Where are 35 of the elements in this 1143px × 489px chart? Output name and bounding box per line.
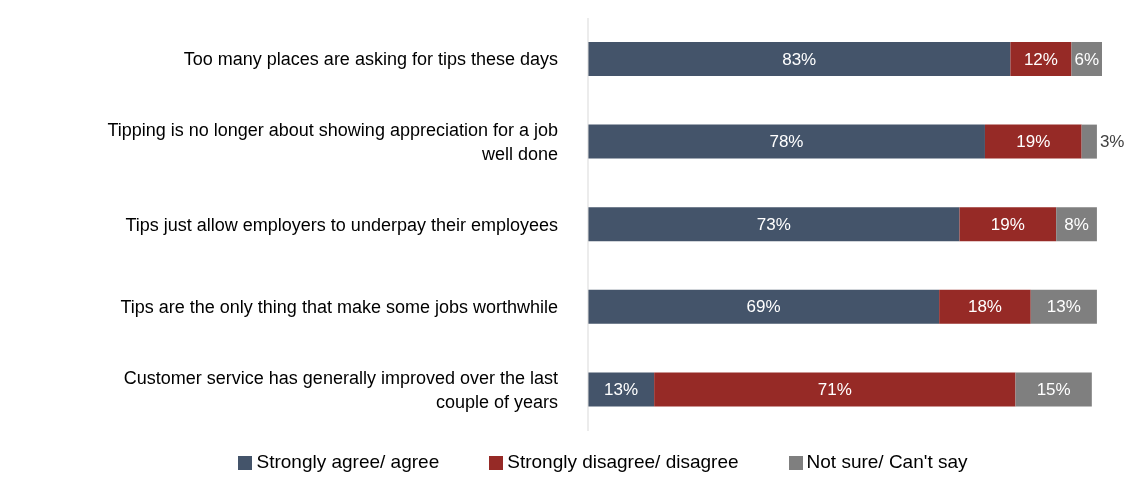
bar (984, 124, 1082, 159)
data-label: 73% (756, 214, 791, 234)
y-tick-label: Tipping is no longer about showing appreciation for a job well done (107, 119, 558, 164)
y-tick-label: Tips just allow employers to underpay their employees (125, 214, 558, 235)
bar (588, 289, 940, 324)
bar (1015, 372, 1092, 407)
y-tick-label: Tips are the only thing that make some jobs worthwhile (120, 297, 558, 318)
bar (588, 42, 1011, 76)
data-label: 19% (990, 214, 1025, 234)
y-tick-label: Too many places are asking for tips these days (183, 49, 558, 70)
data-label: 19% (1016, 132, 1051, 152)
data-label: 13% (1046, 297, 1081, 317)
data-label: 13% (604, 379, 639, 399)
bar (1010, 42, 1072, 76)
data-label: 8% (1064, 214, 1089, 234)
bar (654, 372, 1016, 407)
legend-label: Strongly agree/ agree (256, 451, 440, 472)
bar (588, 124, 985, 159)
bar (959, 207, 1057, 242)
data-label: 18% (967, 297, 1002, 317)
legend-label: Not sure/ Can't say (806, 451, 968, 472)
bar (588, 207, 960, 242)
data-label: 83% (782, 49, 817, 69)
data-label: 71% (817, 379, 852, 399)
data-label: 69% (746, 297, 781, 317)
legend-label: Strongly disagree/ disagree (507, 451, 739, 472)
data-label: 78% (769, 132, 804, 152)
bar (939, 289, 1031, 324)
bar (1030, 289, 1097, 324)
y-tick-label: Customer service has generally improved over the last couple of years (123, 367, 558, 412)
data-label: 12% (1023, 49, 1058, 69)
data-label: 6% (1074, 49, 1100, 69)
bar (1081, 124, 1097, 159)
data-label: 3% (1099, 132, 1125, 152)
data-label: 15% (1036, 379, 1071, 399)
